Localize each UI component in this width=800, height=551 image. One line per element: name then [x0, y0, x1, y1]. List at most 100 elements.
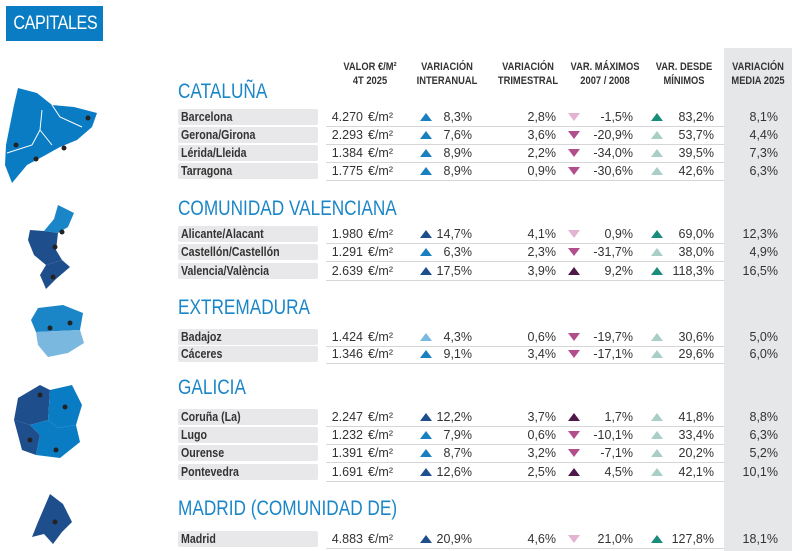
media-value: 7,3% — [749, 146, 779, 160]
interanual-value: 8,9% — [443, 146, 473, 160]
table-row: Pontevedra 1.691 €/m² 12,6% 2,5% 4,5% 42,1% 10,… — [0, 464, 800, 482]
table-row: Coruña (La) 2.247 €/m² 12,2% 3,7% 1,7% 41,8% 8,… — [0, 409, 800, 427]
media-value: 6,0% — [749, 347, 779, 361]
maximos-value: -34,0% — [593, 146, 633, 160]
price-value: 2.293 — [331, 128, 363, 142]
maximos-down-arrow-icon — [568, 230, 580, 238]
media-value: 8,1% — [749, 110, 779, 124]
price-unit: €/m² — [368, 532, 393, 546]
maximos-value: 21,0% — [597, 532, 633, 546]
minimos-up-arrow-icon — [651, 449, 663, 457]
trimestral-value: 0,6% — [527, 330, 557, 344]
media-value: 18,1% — [742, 532, 778, 546]
trimestral-value: 3,2% — [527, 446, 557, 460]
interanual-value: 17,5% — [436, 264, 472, 278]
price-value: 1.424 — [331, 330, 363, 344]
table-row: Gerona/Girona 2.293 €/m² 7,6% 3,6% -20,9% 53,7… — [0, 127, 800, 145]
price-unit: €/m² — [368, 446, 393, 460]
row-divider — [326, 243, 724, 244]
interanual-up-arrow-icon — [420, 230, 432, 238]
interanual-up-arrow-icon — [420, 350, 432, 358]
city-name: Coruña (La) — [178, 409, 318, 425]
media-value: 4,4% — [749, 128, 779, 142]
minimos-up-arrow-icon — [651, 413, 663, 421]
row-divider — [326, 363, 724, 364]
price-unit: €/m² — [368, 428, 393, 442]
row-divider — [326, 444, 724, 445]
price-value: 2.639 — [331, 264, 363, 278]
interanual-value: 20,9% — [436, 532, 472, 546]
media-value: 5,2% — [749, 446, 779, 460]
price-value: 1.775 — [331, 164, 363, 178]
media-value: 5,0% — [749, 330, 779, 344]
row-divider — [326, 548, 724, 549]
city-name: Badajoz — [178, 329, 318, 345]
maximos-down-arrow-icon — [568, 333, 580, 341]
interanual-up-arrow-icon — [420, 535, 432, 543]
minimos-value: 30,6% — [678, 330, 714, 344]
minimos-value: 118,3% — [672, 264, 714, 278]
map-comunidad-valenciana — [28, 205, 74, 289]
interanual-up-arrow-icon — [420, 267, 432, 275]
media-value: 12,3% — [742, 227, 778, 241]
price-unit: €/m² — [368, 110, 393, 124]
maximos-down-arrow-icon — [568, 131, 580, 139]
minimos-value: 127,8% — [671, 532, 714, 546]
city-name: Gerona/Girona — [178, 127, 318, 143]
minimos-up-arrow-icon — [651, 468, 663, 476]
trimestral-value: 3,7% — [527, 410, 557, 424]
price-value: 1.346 — [331, 347, 363, 361]
interanual-up-arrow-icon — [420, 149, 432, 157]
maximos-up-arrow-icon — [568, 468, 580, 476]
minimos-up-arrow-icon — [651, 131, 663, 139]
price-unit: €/m² — [368, 245, 393, 259]
row-divider — [326, 462, 724, 463]
interanual-up-arrow-icon — [420, 131, 432, 139]
header-interanual: VARIACIÓN INTERANUAL — [416, 61, 478, 87]
maximos-value: -7,1% — [600, 446, 633, 460]
section-title: GALICIA — [178, 376, 246, 399]
maximos-value: 9,2% — [604, 264, 634, 278]
trimestral-value: 2,2% — [527, 146, 557, 160]
maximos-value: -1,5% — [600, 110, 633, 124]
interanual-value: 8,3% — [443, 110, 473, 124]
maximos-up-arrow-icon — [568, 267, 580, 275]
interanual-value: 9,1% — [443, 347, 473, 361]
media-value: 16,5% — [742, 264, 778, 278]
interanual-value: 8,7% — [443, 446, 473, 460]
price-unit: €/m² — [368, 465, 393, 479]
minimos-value: 42,6% — [678, 164, 714, 178]
city-name-label: Lugo — [181, 428, 207, 442]
table-row: Valencia/València 2.639 €/m² 17,5% 3,9% 9,2% 1… — [0, 263, 800, 281]
city-name: Castellón/Castellón — [178, 244, 318, 260]
interanual-value: 12,2% — [436, 410, 472, 424]
minimos-up-arrow-icon — [651, 167, 663, 175]
header-maximos: VAR. MÁXIMOS 2007 / 2008 — [570, 61, 640, 87]
trimestral-value: 2,3% — [527, 245, 557, 259]
price-unit: €/m² — [368, 264, 393, 278]
row-divider — [326, 481, 724, 482]
maximos-value: -20,9% — [593, 128, 633, 142]
price-value: 1.232 — [331, 428, 363, 442]
trimestral-value: 3,9% — [527, 264, 557, 278]
minimos-value: 33,4% — [678, 428, 714, 442]
price-unit: €/m² — [368, 128, 393, 142]
city-name-label: Pontevedra — [181, 465, 239, 479]
media-value: 6,3% — [749, 164, 779, 178]
table-row: Cáceres 1.346 €/m² 9,1% 3,4% -17,1% 29,6% 6,0% — [0, 346, 800, 364]
maximos-value: 4,5% — [604, 465, 634, 479]
media-column-background — [724, 48, 792, 551]
price-value: 1.391 — [331, 446, 363, 460]
price-unit: €/m² — [368, 146, 393, 160]
interanual-up-arrow-icon — [420, 431, 432, 439]
maximos-down-arrow-icon — [568, 431, 580, 439]
city-name: Madrid — [178, 531, 318, 547]
row-divider — [326, 144, 724, 145]
maximos-value: -17,1% — [593, 347, 633, 361]
badge-label: CAPITALES — [13, 13, 98, 34]
header-minimos: VAR. DESDE MÍNIMOS — [655, 61, 713, 87]
row-divider — [326, 261, 724, 262]
row-divider — [326, 126, 724, 127]
city-name-label: Coruña (La) — [181, 410, 241, 424]
section-title: CATALUÑA — [178, 80, 268, 103]
